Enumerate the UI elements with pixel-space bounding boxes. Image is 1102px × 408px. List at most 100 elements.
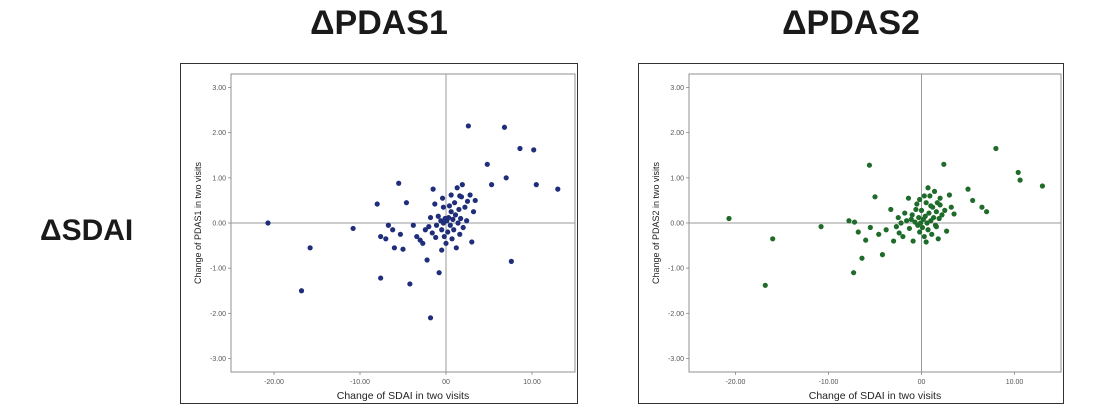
- scatter-point: [904, 218, 910, 224]
- x-tick-label: 10.00: [523, 379, 541, 386]
- scatter-point: [951, 211, 957, 217]
- scatter-point: [883, 227, 889, 233]
- scatter-point: [918, 207, 925, 213]
- scatter-point: [433, 234, 439, 241]
- scatter-point: [942, 207, 948, 213]
- scatter-panel-pdas2: 3.00 2.00 1.00 0.00 -1.00 -2.00 -3.00 -20.00 -10…: [638, 63, 1064, 404]
- x-tick-label: -10.00: [350, 379, 370, 386]
- scatter-point: [439, 195, 446, 201]
- scatter-point: [453, 245, 459, 251]
- scatter-point: [414, 233, 420, 240]
- y-tick-label: -3.00: [210, 356, 226, 363]
- scatter-point: [472, 197, 478, 204]
- x-axis-label: Change of SDAI in two visits: [337, 390, 469, 402]
- scatter-point: [470, 209, 477, 215]
- y-tick-label: -3.00: [668, 356, 684, 363]
- x-tick-label: -20.00: [726, 379, 746, 386]
- scatter-point: [307, 245, 313, 251]
- scatter-point: [374, 201, 380, 207]
- scatter-point: [970, 197, 976, 204]
- y-tick-label: 0.00: [212, 221, 226, 228]
- x-tick-label: -20.00: [264, 379, 284, 386]
- scatter-point: [859, 255, 865, 261]
- scatter-point: [896, 230, 902, 236]
- scatter-point: [921, 233, 927, 240]
- scatter-point: [422, 227, 428, 233]
- x-tick-label: 00: [442, 379, 450, 386]
- scatter-point: [941, 161, 947, 167]
- scatter-point: [726, 215, 732, 222]
- scatter-point: [455, 220, 461, 226]
- scatter-point: [430, 186, 436, 192]
- scatter-point: [908, 216, 914, 222]
- scatter-point: [449, 236, 455, 242]
- x-axis-label: Change of SDAI in two visits: [809, 390, 941, 402]
- scatter-point: [458, 215, 464, 222]
- scatter-point: [1017, 177, 1023, 183]
- scatter-point: [928, 203, 934, 209]
- scatter-point: [501, 124, 508, 130]
- scatter-point: [933, 209, 939, 215]
- x-tick-label: -10.00: [819, 379, 839, 386]
- scatter-point: [1039, 183, 1045, 189]
- scatter-point: [469, 239, 475, 245]
- scatter-point: [427, 214, 434, 221]
- scatter-point: [403, 200, 410, 206]
- y-tick-label: 1.00: [670, 175, 684, 182]
- scatter-point: [420, 240, 426, 246]
- scatter-point: [931, 188, 938, 194]
- scatter-point: [452, 212, 459, 218]
- scatter-point: [993, 145, 999, 152]
- scatter-point: [893, 224, 899, 230]
- scatter-point: [867, 224, 873, 231]
- scatter-point: [436, 270, 442, 276]
- scatter-point: [936, 215, 942, 222]
- scatter-point: [851, 270, 857, 276]
- scatter-point: [898, 220, 904, 226]
- scatter-point: [503, 175, 509, 181]
- scatter-point: [464, 218, 470, 224]
- scatter-point: [930, 214, 937, 221]
- scatter-point: [446, 203, 453, 209]
- scatter-point: [397, 231, 404, 237]
- scatter-point: [440, 204, 447, 210]
- scatter-point: [464, 198, 471, 204]
- scatter-point: [451, 227, 457, 233]
- scatter-point: [937, 195, 943, 201]
- scatter-point: [456, 206, 462, 213]
- scatter-point: [851, 219, 858, 225]
- scatter-point: [454, 185, 460, 191]
- scatter-point: [460, 224, 466, 231]
- scatter-point: [917, 220, 924, 226]
- scatter-point: [488, 182, 495, 188]
- scatter-point: [457, 231, 463, 237]
- scatter-point: [445, 229, 451, 235]
- scatter-point: [378, 275, 384, 281]
- scatter-point: [913, 206, 919, 213]
- x-tick-label: 10.00: [1006, 379, 1024, 386]
- scatter-point: [917, 229, 923, 235]
- scatter-point: [929, 231, 935, 237]
- y-tick-label: 2.00: [212, 130, 226, 137]
- scatter-point: [762, 282, 768, 288]
- scatter-point: [876, 231, 882, 237]
- scatter-point: [1015, 169, 1021, 176]
- chart-title-pdas1: ΔPDAS1: [310, 4, 448, 42]
- y-tick-label: -2.00: [210, 311, 226, 318]
- scatter-point: [921, 193, 927, 199]
- scatter-point: [965, 186, 971, 192]
- scatter-point: [922, 213, 928, 219]
- scatter-point: [946, 192, 952, 198]
- scatter-point: [350, 225, 356, 232]
- scatter-point: [484, 161, 490, 167]
- y-tick-label: 3.00: [212, 85, 226, 92]
- row-label-sdai: ΔSDAI: [40, 214, 134, 247]
- scatter-point: [400, 246, 406, 252]
- scatter-point: [888, 206, 894, 213]
- scatter-point: [432, 201, 438, 207]
- scatter-point: [435, 213, 441, 219]
- scatter-point: [439, 247, 445, 253]
- scatter-point: [984, 209, 990, 215]
- y-tick-label: 2.00: [670, 130, 684, 137]
- scatter-point: [448, 192, 454, 198]
